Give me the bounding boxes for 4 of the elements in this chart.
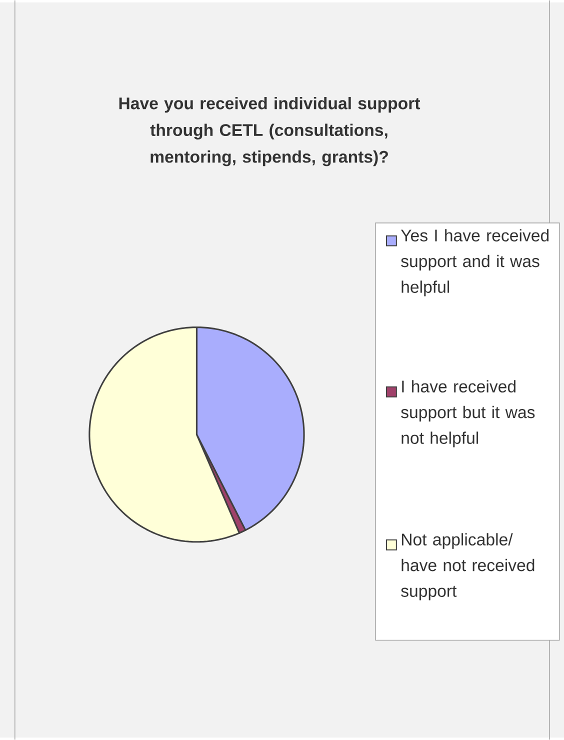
legend-label: Yes I have received support and it was helpful	[400, 229, 548, 296]
chart-title: Have you received individual support through CETL (consultations, mentoring, stipends, grants)?	[119, 96, 420, 166]
legend-label: Not applicable/ have not received support	[400, 533, 534, 600]
legend-label: I have received support but it was not helpful	[400, 380, 534, 448]
